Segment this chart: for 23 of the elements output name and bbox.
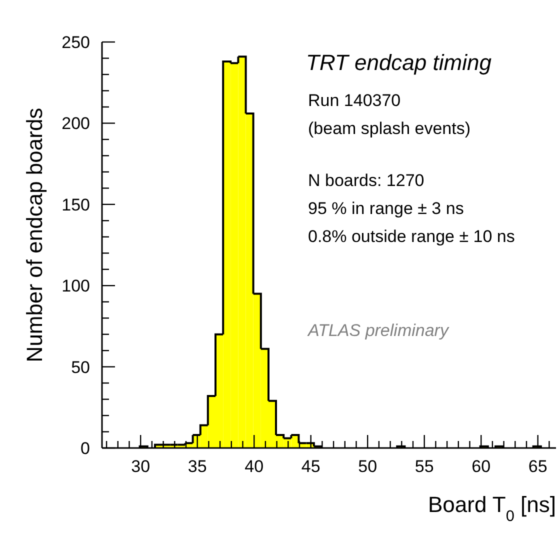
annotation: 95 % in range ± 3 ns — [308, 199, 464, 218]
x-tick-label: 30 — [131, 457, 150, 476]
x-tick-label: 35 — [188, 457, 207, 476]
annotation: N boards: 1270 — [308, 171, 424, 190]
y-tick-label: 250 — [62, 33, 90, 52]
x-tick-label: 45 — [301, 457, 320, 476]
x-tick-label: 65 — [528, 457, 548, 476]
y-tick-label: 100 — [62, 276, 90, 296]
x-tick-label: 40 — [244, 457, 264, 476]
x-tick-label: 50 — [358, 457, 378, 476]
chart-title: TRT endcap timing — [306, 50, 492, 75]
annotation: Run 140370 — [308, 91, 401, 110]
y-tick-label: 150 — [62, 195, 90, 214]
annotation: ATLAS preliminary — [307, 321, 450, 340]
y-tick-label: 200 — [62, 114, 90, 134]
x-tick-label: 60 — [472, 457, 491, 476]
y-axis-title: Number of endcap boards — [22, 108, 47, 362]
x-axis-title: Board T$_{0}$ [ns] — [428, 492, 556, 524]
annotation: 0.8% outside range ± 10 ns — [308, 227, 515, 246]
y-tick-label: 0 — [80, 439, 90, 458]
y-tick-label: 50 — [71, 358, 90, 377]
annotation: (beam splash events) — [308, 119, 471, 138]
x-tick-label: 55 — [414, 457, 434, 476]
